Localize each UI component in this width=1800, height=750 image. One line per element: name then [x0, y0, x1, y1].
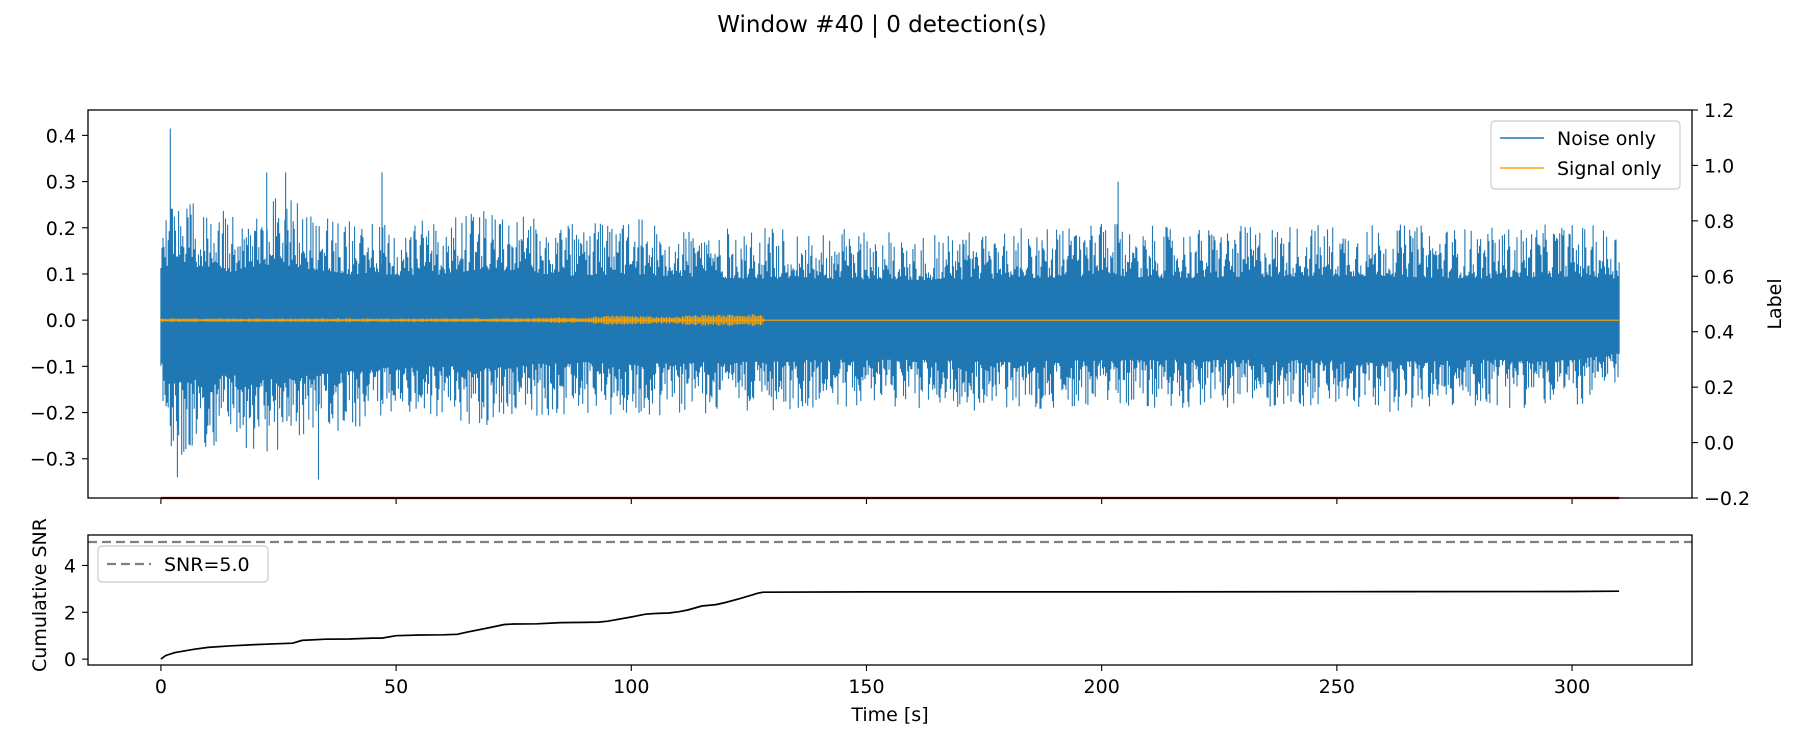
y2-tick-label: 0.6	[1704, 266, 1734, 288]
y2-tick-label: 0.2	[1704, 377, 1734, 399]
x-tick-label: 0	[155, 676, 167, 698]
snr-y-tick-label: 2	[64, 602, 76, 624]
y-tick-label: −0.3	[30, 449, 76, 471]
x-tick-label: 250	[1319, 676, 1355, 698]
y2-tick-label: 1.2	[1704, 100, 1734, 122]
y2-tick-label: 1.0	[1704, 155, 1734, 177]
waveform-plot-area	[160, 128, 1620, 480]
y2-tick-label: 0.8	[1704, 211, 1734, 233]
y-tick-label: 0.0	[46, 310, 76, 332]
snr-y-axis-label: Cumulative SNR	[29, 518, 51, 672]
snr-y-tick-label: 4	[64, 555, 76, 577]
snr-legend: SNR=5.0	[97, 545, 269, 583]
x-tick-label: 100	[613, 676, 649, 698]
y-tick-label: 0.4	[46, 125, 76, 147]
y2-tick-label: 0.0	[1704, 433, 1734, 455]
y2-tick-label: −0.2	[1704, 488, 1750, 510]
cumulative-snr-line	[160, 590, 1620, 660]
x-tick-label: 200	[1084, 676, 1120, 698]
y2-axis-label: Label	[1764, 278, 1786, 329]
snr-legend-label: SNR=5.0	[164, 554, 250, 576]
x-tick-label: 300	[1554, 676, 1590, 698]
waveform-panel: −0.3 −0.2 −0.1 0.0 0.1 0.2 0.3 0.4 −0.2 0.0 0.2 0.4…	[30, 100, 1786, 510]
snr-axes-frame	[87, 534, 1693, 666]
snr-y-tick-label: 0	[64, 649, 76, 671]
x-tick-label: 50	[384, 676, 408, 698]
y-tick-label: 0.3	[46, 172, 76, 194]
figure-title: Window #40 | 0 detection(s)	[717, 12, 1046, 38]
waveform-legend: Noise only Signal only	[1490, 120, 1681, 190]
x-axis-label: Time [s]	[850, 704, 928, 726]
y-tick-label: 0.1	[46, 264, 76, 286]
noise-only-line	[160, 128, 1620, 480]
waveform-axes-frame	[87, 109, 1693, 499]
legend-noise-label: Noise only	[1557, 128, 1656, 150]
cumulative-snr-panel: 0 2 4 0 50 100 150 200 250 300 Time [s] Cumulative …	[29, 518, 1693, 726]
y-tick-label: 0.2	[46, 218, 76, 240]
legend-signal-label: Signal only	[1557, 158, 1662, 180]
y-tick-label: −0.1	[30, 356, 76, 378]
y2-tick-label: 0.4	[1704, 322, 1734, 344]
x-tick-label: 150	[848, 676, 884, 698]
y-tick-label: −0.2	[30, 403, 76, 425]
snr-legend-box	[97, 545, 269, 583]
